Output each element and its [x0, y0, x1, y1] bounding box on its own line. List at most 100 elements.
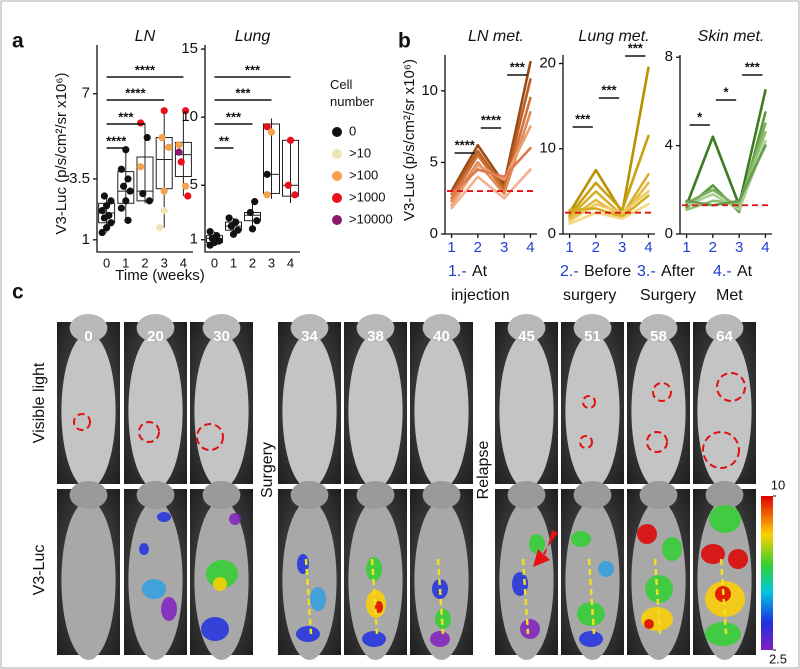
x-tick-label: 3	[735, 239, 743, 256]
point	[286, 136, 295, 144]
series-line	[450, 78, 532, 196]
luc-signal	[296, 626, 320, 642]
luc-signal	[520, 619, 540, 639]
mouse-body	[697, 333, 752, 489]
week-label: 51	[584, 328, 601, 345]
x-tick-label: 0	[103, 255, 110, 270]
axis	[204, 45, 300, 253]
mouse-body	[499, 333, 554, 489]
luc-signal	[161, 597, 177, 621]
stage-label: After Surgery	[640, 263, 699, 304]
tumor-marker	[196, 423, 224, 451]
tumor-marker	[579, 435, 593, 449]
point	[248, 225, 257, 233]
incision	[719, 558, 728, 635]
significance: *	[697, 109, 703, 124]
x-tick-label: 4	[180, 255, 187, 270]
group-label: Relapse	[475, 441, 492, 500]
week-label: 0	[84, 328, 92, 345]
legend-label: >10000	[349, 211, 393, 226]
point	[215, 237, 223, 245]
point	[124, 175, 132, 183]
mouse-head	[639, 481, 678, 509]
significance: ***	[575, 111, 591, 126]
mouse-body	[282, 333, 337, 489]
point	[263, 123, 271, 131]
x-tick-label: 0	[211, 255, 218, 270]
point	[182, 182, 190, 190]
significance: ***	[745, 59, 761, 74]
mouse-body	[565, 333, 620, 489]
tumor-marker	[582, 395, 596, 409]
mouse-head	[507, 314, 546, 342]
mouse-body	[282, 500, 337, 660]
x-tick-label: 3	[618, 239, 626, 256]
tumor-marker	[652, 382, 672, 402]
luc-signal	[229, 513, 241, 525]
x-tick-label: 3	[268, 255, 275, 270]
point	[143, 133, 151, 142]
y-tick-label: 5	[430, 153, 438, 170]
luc-signal	[705, 622, 741, 646]
x-tick-label: 1	[230, 255, 237, 270]
legend-label: >100	[349, 167, 378, 182]
point	[291, 191, 299, 199]
x-tick-label: 3	[161, 255, 168, 270]
mouse-head	[705, 314, 744, 342]
luc-signal	[213, 577, 227, 591]
luc-signal	[644, 619, 654, 629]
point	[103, 202, 111, 210]
point	[232, 218, 240, 226]
colorbar-label: 10	[771, 477, 785, 492]
week-label: 30	[213, 328, 230, 345]
significance: ****	[106, 133, 127, 148]
point	[225, 214, 233, 222]
luc-signal	[362, 631, 386, 647]
point	[263, 170, 271, 178]
significance: *	[723, 84, 729, 99]
y-axis-label: V3-Luc (p/s/cm²/sr x10⁶)	[53, 72, 70, 234]
y-tick-label: 10	[539, 140, 556, 157]
point	[105, 211, 113, 220]
chart-title: Lung	[235, 28, 271, 45]
y-tick-label: 5	[190, 176, 198, 193]
incision	[521, 558, 530, 635]
significance: ***	[628, 40, 644, 55]
x-tick-label: 4	[761, 239, 769, 256]
luc-signal	[430, 631, 450, 647]
mouse-body	[128, 333, 183, 489]
x-tick-label: 2	[249, 255, 256, 270]
point	[160, 107, 168, 115]
series-line	[685, 144, 767, 207]
week-label: 58	[650, 328, 667, 345]
mouse-head	[573, 481, 612, 509]
significance: ***	[226, 109, 242, 124]
point	[124, 216, 132, 224]
point	[117, 204, 125, 212]
legend-title: Cell number	[330, 77, 375, 109]
panel-label: a	[12, 30, 24, 53]
point	[234, 226, 242, 234]
point	[267, 128, 276, 136]
y-tick-label: 0	[665, 225, 673, 242]
box	[263, 123, 280, 194]
chart-title: Skin met.	[698, 28, 765, 45]
legend-swatch	[332, 149, 342, 159]
luc-signal	[157, 512, 171, 522]
series-line	[450, 60, 532, 193]
y-tick-label: 10	[421, 82, 438, 99]
mouse-body	[348, 333, 403, 489]
luc-signal	[577, 602, 605, 626]
x-tick-label: 2	[592, 239, 600, 256]
x-tick-label: 1	[447, 239, 455, 256]
mouse-body	[61, 500, 116, 660]
week-label: 40	[433, 328, 450, 345]
legend-label: 0	[349, 123, 356, 138]
x-tick-label: 2	[474, 239, 482, 256]
box	[174, 141, 192, 178]
significance: ***	[601, 82, 617, 97]
significance: ****	[135, 62, 156, 77]
incision	[370, 558, 379, 635]
mouse-head	[422, 481, 461, 509]
